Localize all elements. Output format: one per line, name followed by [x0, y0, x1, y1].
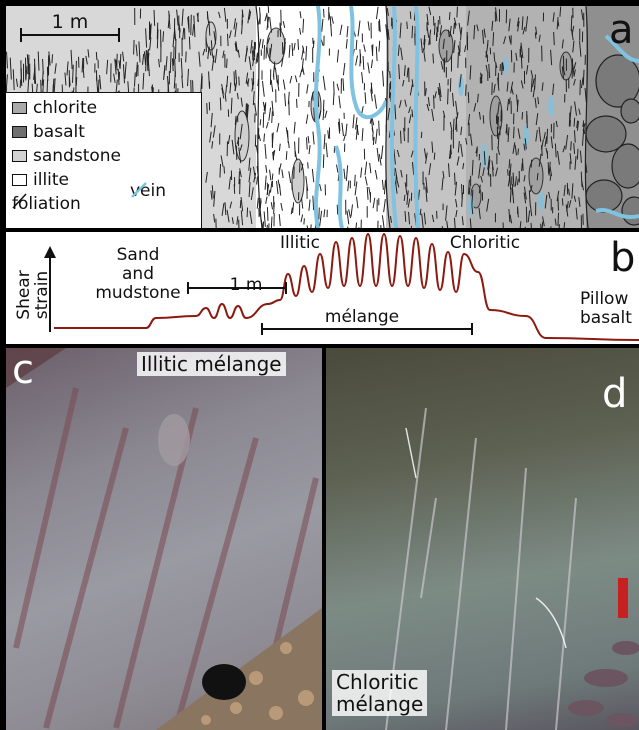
y-axis-arrow-icon	[44, 246, 56, 258]
strain-profile-plot	[44, 232, 639, 341]
panel-letter-d: d	[602, 371, 628, 417]
zone-pillow-basalt-label: Pillow basalt	[580, 289, 632, 328]
veins	[313, 6, 639, 228]
legend-illite: illite	[12, 169, 69, 191]
chloritic-outcrop-image	[385, 407, 639, 730]
chlorite-zone-dense	[466, 6, 586, 228]
zone-melange-label: mélange	[324, 307, 400, 327]
illitic-outcrop-image	[6, 348, 322, 730]
legend: chlorite basalt sandstone illite foliati…	[6, 92, 202, 228]
legend-foliation: foliation	[12, 193, 81, 214]
legend-basalt: basalt	[12, 121, 85, 143]
zone-chloritic-label: Chloritic	[449, 233, 521, 253]
basalt-swatch	[12, 126, 27, 138]
foliation-line-icon	[12, 193, 27, 209]
panel-c-photo-illitic-melange: c Illitic mélange	[6, 348, 322, 730]
photo-label-illitic: Illitic mélange	[137, 352, 286, 376]
zone-illitic-label: Illitic	[280, 233, 320, 253]
chlorite-swatch	[12, 102, 27, 114]
cross-section-drawing	[6, 6, 639, 228]
legend-chlorite: chlorite	[12, 97, 97, 119]
photo-label-chloritic: Chloritic mélange	[332, 670, 428, 716]
panel-d-photo-chloritic-melange: d Chloritic mélange	[326, 348, 639, 730]
basalt-pillows	[585, 54, 639, 226]
illite-swatch	[12, 174, 27, 186]
vein-line-icon	[131, 182, 147, 198]
panel-letter-a: a	[609, 7, 634, 53]
scale-bar-a-label: 1 m	[51, 11, 89, 33]
zone-sand-mudstone-label: Sand and mudstone	[95, 245, 181, 303]
foliation-lines	[6, 6, 588, 228]
lens-cap	[202, 664, 246, 700]
panel-letter-b: b	[610, 235, 636, 281]
sandstone-swatch	[12, 150, 27, 162]
hammer-handle	[618, 578, 628, 618]
scale-bar-a: 1 m	[20, 11, 124, 44]
y-axis-label: Shear strain	[14, 270, 52, 320]
panel-letter-c: c	[12, 348, 34, 393]
legend-sandstone: sandstone	[12, 145, 121, 167]
panel-a-cross-section: 1 m chlorite basalt sandstone illite	[6, 6, 639, 228]
panel-b-strain-profile: Shear strain Sand and mudstone 1 m Illit…	[6, 232, 639, 344]
strain-curve	[53, 232, 639, 341]
legend-vein: vein	[130, 181, 167, 201]
scale-bar-b-label: 1 m	[229, 275, 263, 295]
